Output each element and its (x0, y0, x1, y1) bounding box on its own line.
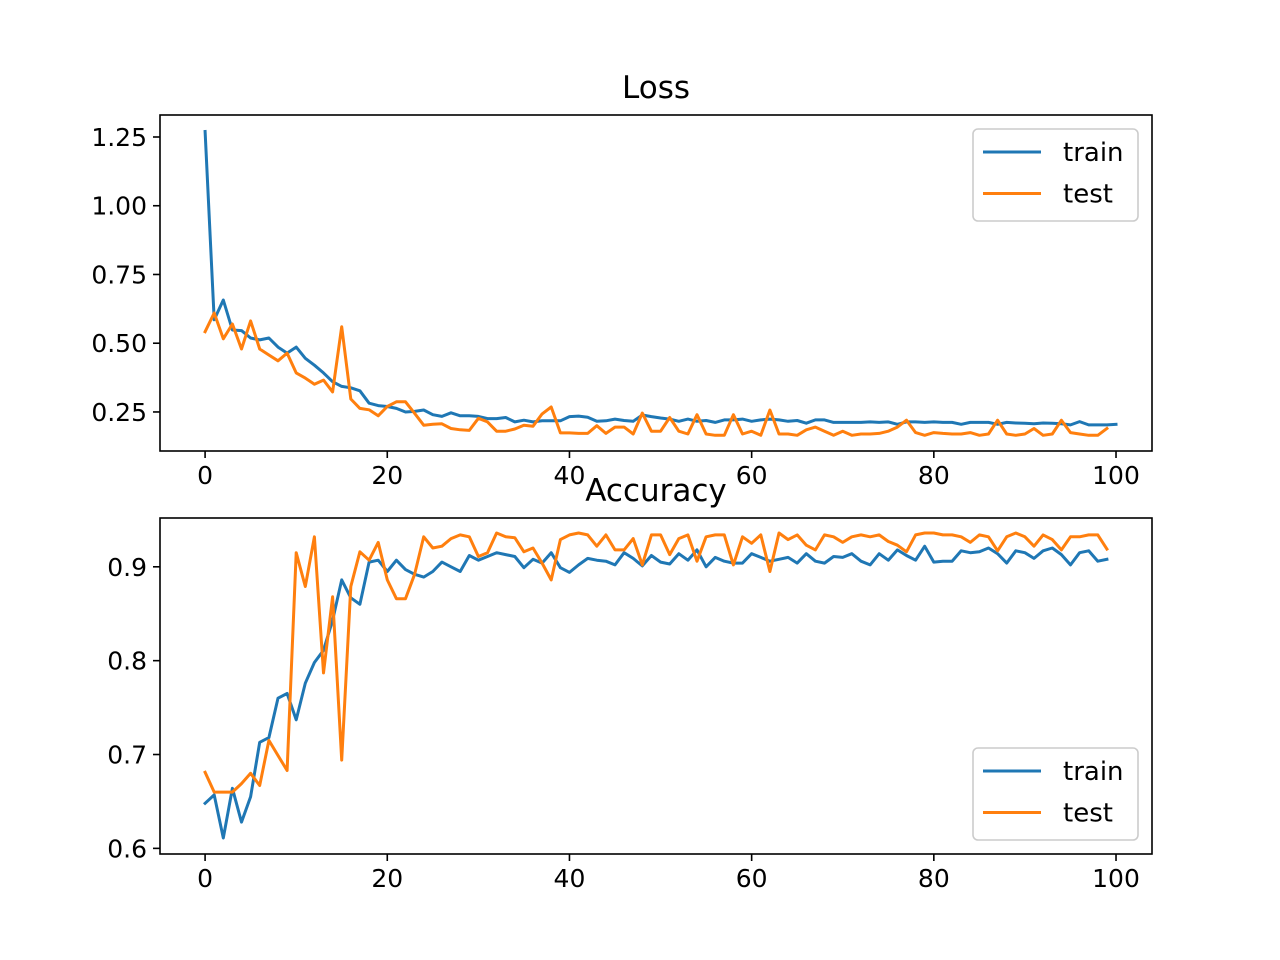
y-tick-label: 0.50 (91, 329, 147, 358)
train-legend-label: train (1063, 138, 1124, 168)
y-tick-label: 0.8 (107, 647, 147, 676)
axes-frame (159, 517, 1153, 855)
train-series-line (202, 544, 1109, 840)
x-tick-label: 80 (918, 461, 950, 490)
x-tick-label: 80 (918, 864, 950, 893)
test-legend-label: test (1063, 799, 1113, 829)
y-tick-label: 0.6 (107, 834, 147, 863)
train-legend-label: train (1063, 757, 1124, 787)
x-tick-label: 60 (736, 461, 768, 490)
subplot-title: Accuracy (585, 473, 727, 509)
legend: train test (972, 128, 1139, 222)
y-tick-label: 1.00 (91, 192, 147, 221)
test-series-line (203, 311, 1109, 437)
x-tick-label: 20 (371, 461, 403, 490)
x-tick-label: 0 (197, 864, 213, 893)
x-tick-label: 0 (197, 461, 213, 490)
x-tick-label: 40 (554, 864, 586, 893)
legend: train test (972, 747, 1139, 841)
axes-frame (159, 114, 1153, 452)
x-tick-label: 20 (371, 864, 403, 893)
y-tick-label: 0.7 (107, 741, 147, 770)
x-tick-label: 100 (1092, 461, 1140, 490)
x-tick-label: 40 (554, 461, 586, 490)
y-tick-label: 0.9 (107, 553, 147, 582)
y-tick-label: 1.25 (91, 123, 147, 152)
y-tick-label: 0.25 (91, 398, 147, 427)
test-legend-label: test (1063, 180, 1113, 210)
loss-subplot: 0 20 40 60 80 100 0.25 0.50 0.75 1.00 1.25 Loss trai… (91, 70, 1153, 490)
accuracy-subplot: 0 20 40 60 80 100 0.6 0.7 0.8 0.9 Accuracy train tes… (107, 473, 1153, 893)
x-tick-label: 60 (736, 864, 768, 893)
test-series-line (203, 531, 1109, 794)
x-tick-label: 100 (1092, 864, 1140, 893)
subplot-title: Loss (622, 70, 690, 106)
train-series-line (203, 129, 1118, 427)
y-tick-label: 0.75 (91, 260, 147, 289)
